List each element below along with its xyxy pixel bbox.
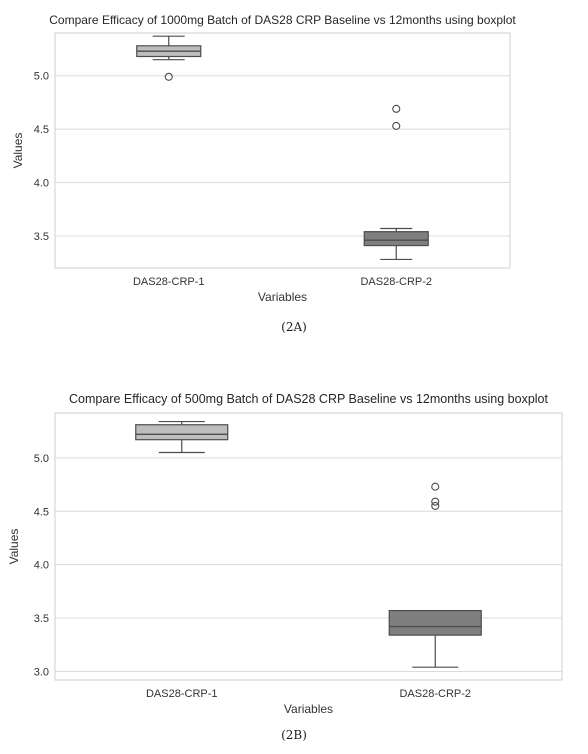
chart1-ytick-label-0: 3.0 — [34, 666, 49, 678]
caption-2a: (2A) — [281, 320, 307, 334]
chart1-outlier-1-2 — [431, 482, 440, 491]
chart0-ytick-label-0: 3.5 — [34, 231, 49, 243]
chart-2a: Compare Efficacy of 1000mg Batch of DAS2… — [0, 0, 588, 345]
chart0-plot-frame — [54, 32, 511, 269]
chart-2b-svg: Compare Efficacy of 500mg Batch of DAS28… — [7, 392, 563, 716]
caption-2b: (2B) — [281, 728, 307, 742]
chart0-title: Compare Efficacy of 1000mg Batch of DAS2… — [49, 13, 516, 27]
chart1-xtick-label-0: DAS28-CRP-1 — [146, 688, 218, 700]
chart0-ylabel: Values — [11, 133, 25, 169]
chart0-outlier-1-0 — [392, 121, 401, 130]
chart1-xlabel: Variables — [284, 702, 333, 716]
chart1-title: Compare Efficacy of 500mg Batch of DAS28… — [69, 392, 548, 406]
chart0-xtick-label-0: DAS28-CRP-1 — [133, 276, 205, 288]
chart0-ytick-label-1: 4.0 — [34, 178, 49, 190]
chart-2a-svg: Compare Efficacy of 1000mg Batch of DAS2… — [11, 13, 516, 304]
chart1-box-0 — [135, 424, 229, 441]
chart0-xtick-label-1: DAS28-CRP-2 — [360, 276, 432, 288]
chart1-ytick-label-3: 4.5 — [34, 506, 49, 518]
chart0-ytick-label-3: 5.0 — [34, 71, 49, 83]
chart0-box-1 — [363, 231, 429, 247]
chart1-ylabel: Values — [7, 529, 21, 565]
chart1-ytick-label-1: 3.5 — [34, 613, 49, 625]
chart1-outlier-1-1 — [431, 497, 440, 506]
chart1-ytick-label-4: 5.0 — [34, 453, 49, 465]
chart0-ytick-label-2: 4.5 — [34, 124, 49, 136]
chart0-outlier-0-0 — [164, 72, 173, 81]
chart1-plot-frame — [54, 412, 563, 681]
chart0-outlier-1-1 — [392, 104, 401, 113]
chart0-xlabel: Variables — [258, 290, 307, 304]
chart1-ytick-label-2: 4.0 — [34, 560, 49, 572]
chart1-outlier-1-0 — [431, 501, 440, 510]
chart-2b: Compare Efficacy of 500mg Batch of DAS28… — [0, 380, 588, 754]
chart1-box-1 — [388, 609, 482, 636]
chart1-xtick-label-1: DAS28-CRP-2 — [399, 688, 471, 700]
